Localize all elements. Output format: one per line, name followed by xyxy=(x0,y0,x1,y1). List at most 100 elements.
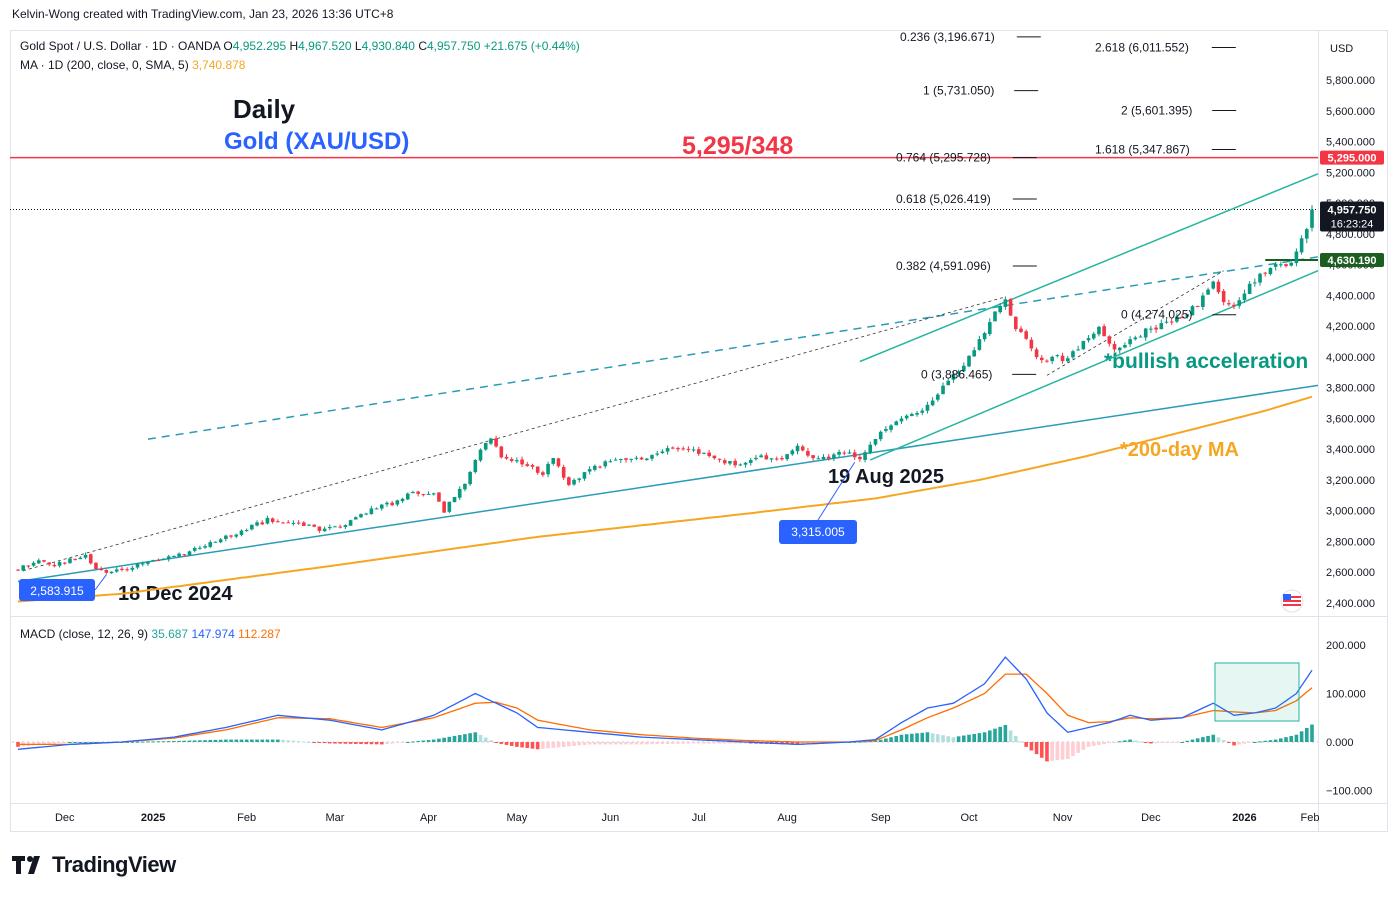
macd-histogram-bar xyxy=(411,741,415,743)
macd-histogram-bar xyxy=(499,742,504,744)
candle-body xyxy=(977,339,982,350)
aug-low-callout-text: 3,315.005 xyxy=(791,525,845,539)
close-label: C xyxy=(418,39,427,53)
candle-body xyxy=(1159,323,1164,330)
currency-label[interactable]: USD xyxy=(1330,43,1353,55)
candle-body xyxy=(1294,251,1299,264)
macd-histogram-bar xyxy=(218,739,223,742)
candle-body xyxy=(1263,272,1268,274)
macd-histogram-bar xyxy=(1081,742,1086,750)
macd-histogram-bar xyxy=(608,742,613,745)
candle-body xyxy=(411,491,415,494)
low-label: L xyxy=(354,39,362,53)
upper-dashed-trendline[interactable] xyxy=(147,256,1319,440)
price-tick-label: 3,600.000 xyxy=(1326,413,1375,425)
support-price-tag[interactable]: 4,630.190 xyxy=(1328,255,1377,267)
candle-body xyxy=(873,439,878,445)
macd-histogram-bar xyxy=(364,742,368,745)
ma200-line[interactable] xyxy=(17,395,1313,603)
candle-body xyxy=(1237,300,1242,306)
macd-histogram-bar xyxy=(691,742,696,744)
macd-histogram-bar xyxy=(629,742,634,745)
macd-histogram-bar xyxy=(899,734,904,742)
candle-body xyxy=(286,522,291,524)
macd-histogram-bar xyxy=(348,742,353,744)
candle-body xyxy=(1060,355,1065,362)
symbol-label[interactable]: Gold Spot / U.S. Dollar · 1D · OANDA xyxy=(20,39,221,53)
macd-line[interactable] xyxy=(17,656,1313,750)
candle-body xyxy=(800,446,805,451)
macd-histogram-bar xyxy=(1190,739,1195,742)
macd-histogram-bar xyxy=(239,739,244,742)
candle-body xyxy=(483,442,488,450)
resistance-price-tag[interactable]: 5,295.000 xyxy=(1328,153,1377,165)
fib-level-label: 2 (5,601.395) xyxy=(1121,104,1192,118)
macd-histogram-bar xyxy=(73,742,77,743)
candle-body xyxy=(312,524,317,527)
time-tick-label: Sep xyxy=(871,812,891,824)
candle-body xyxy=(1279,264,1283,266)
candle-body xyxy=(57,562,62,566)
aug-low-callout-bg[interactable] xyxy=(779,520,857,544)
macd-histogram-bar xyxy=(359,742,363,745)
macd-histogram-bar xyxy=(452,735,457,742)
candle-body xyxy=(1024,331,1028,339)
channel-upper-line[interactable] xyxy=(859,173,1319,363)
fib-level-label: 1.618 (5,347.867) xyxy=(1095,143,1190,157)
macd-histogram-bar xyxy=(603,742,608,745)
fib-level-label: 0 (4,274.025) xyxy=(1121,308,1192,322)
candles-group[interactable] xyxy=(16,205,1314,575)
macd-histogram-bar xyxy=(1034,742,1039,755)
tradingview-logo[interactable]: TradingView xyxy=(12,852,176,878)
macd-histogram-bar xyxy=(317,742,322,743)
macd-histogram-bar xyxy=(946,736,951,742)
macd-histogram-bar xyxy=(624,742,628,745)
time-tick-label: Dec xyxy=(1141,812,1161,824)
macd-histogram-bar xyxy=(156,741,161,743)
macd-histogram-bar xyxy=(816,742,821,744)
fib-level-label: 0 (3,886.465) xyxy=(921,367,992,381)
candle-body xyxy=(1273,264,1278,267)
channel-lower-line[interactable] xyxy=(869,270,1319,461)
macd-histogram-bar xyxy=(1128,739,1132,742)
macd-histogram-bar xyxy=(1221,740,1226,742)
dec-low-callout-bg[interactable] xyxy=(19,579,95,601)
candle-body xyxy=(561,466,566,478)
candle-body xyxy=(712,455,717,459)
macd-histogram-bar xyxy=(1076,742,1080,753)
long-term-support-trendline[interactable] xyxy=(17,384,1319,583)
ma-label[interactable]: MA · 1D (200, close, 0, SMA, 5) xyxy=(20,58,189,72)
candle-body xyxy=(525,464,530,466)
candle-body xyxy=(1201,295,1205,307)
candle-body xyxy=(993,311,997,322)
candle-body xyxy=(130,567,135,570)
candle-body xyxy=(847,452,852,454)
candle-body xyxy=(587,469,592,472)
macd-histogram-bar xyxy=(473,732,478,742)
macd-label[interactable]: MACD (close, 12, 26, 9) xyxy=(20,627,149,641)
candle-body xyxy=(826,456,831,459)
macd-histogram-bar xyxy=(962,735,966,742)
candle-body xyxy=(421,494,426,496)
candle-body xyxy=(73,558,77,560)
candle-body xyxy=(1076,349,1080,351)
macd-histogram-bar xyxy=(910,733,914,742)
fib-anchor-line-1 xyxy=(23,296,1006,572)
macd-histogram-bar xyxy=(509,742,514,746)
candle-body xyxy=(442,501,446,513)
low-value: 4,930.840 xyxy=(361,39,415,53)
candle-body xyxy=(42,560,46,562)
last-price-tag[interactable]: 4,957.750 xyxy=(1328,205,1377,217)
time-tick-label: Aug xyxy=(777,812,797,824)
candle-body xyxy=(416,491,420,494)
macd-histogram-bar xyxy=(956,736,961,742)
ma200-label: *200-day MA xyxy=(1120,439,1239,461)
price-tick-label: 4,000.000 xyxy=(1326,352,1375,364)
macd-highlight-box[interactable] xyxy=(1214,662,1300,722)
candle-body xyxy=(941,385,945,395)
macd-histogram-bar xyxy=(130,741,135,743)
candle-body xyxy=(889,425,893,430)
candle-body xyxy=(936,394,940,400)
macd-signal-line[interactable] xyxy=(18,673,1313,746)
